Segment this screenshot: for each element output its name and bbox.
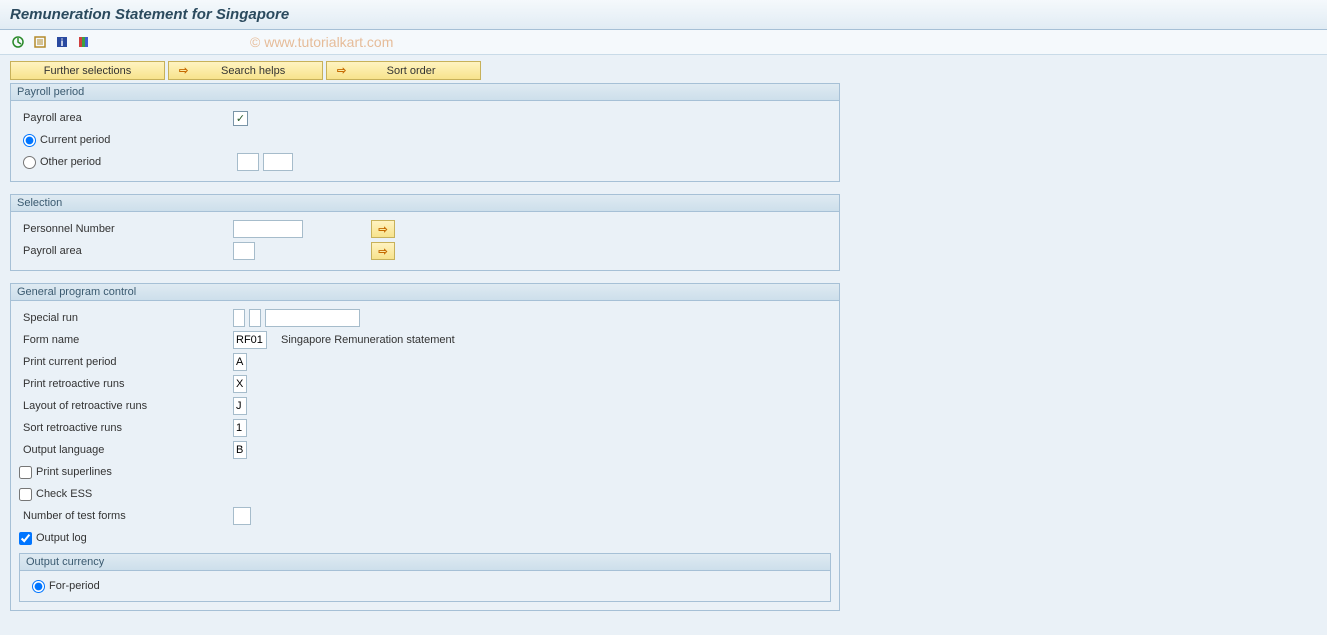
personnel-number-input[interactable] <box>233 220 303 238</box>
sort-retro-label: Sort retroactive runs <box>19 422 229 434</box>
num-test-forms-input[interactable] <box>233 507 251 525</box>
other-period-radio[interactable] <box>23 156 36 169</box>
further-selections-label: Further selections <box>21 65 154 77</box>
output-currency-group: Output currency For-period <box>19 553 831 602</box>
check-ess-label: Check ESS <box>36 488 92 500</box>
execute-icon[interactable] <box>10 34 26 50</box>
payroll-period-group: Payroll period Payroll area ✓ Current pe… <box>10 83 840 182</box>
general-control-header: General program control <box>11 284 839 301</box>
selection-payroll-area-input[interactable] <box>233 242 255 260</box>
selection-header: Selection <box>11 195 839 212</box>
color-icon[interactable] <box>76 34 92 50</box>
print-superlines-label: Print superlines <box>36 466 112 478</box>
personnel-number-multiselect-button[interactable]: ⇨ <box>371 220 395 238</box>
special-run-label: Special run <box>19 312 229 324</box>
info-icon[interactable]: i <box>54 34 70 50</box>
current-period-radio[interactable] <box>23 134 36 147</box>
arrow-right-icon: ⇨ <box>337 64 346 77</box>
print-retro-input[interactable] <box>233 375 247 393</box>
output-log-checkbox[interactable] <box>19 532 32 545</box>
watermark: © www.tutorialkart.com <box>250 34 393 50</box>
general-control-group: General program control Special run Form… <box>10 283 840 611</box>
current-period-label: Current period <box>40 134 110 146</box>
other-period-input1[interactable] <box>237 153 259 171</box>
num-test-forms-label: Number of test forms <box>19 510 229 522</box>
form-name-label: Form name <box>19 334 229 346</box>
layout-retro-input[interactable] <box>233 397 247 415</box>
selection-payroll-area-label: Payroll area <box>19 245 229 257</box>
print-current-label: Print current period <box>19 356 229 368</box>
check-ess-checkbox[interactable] <box>19 488 32 501</box>
print-current-input[interactable] <box>233 353 247 371</box>
special-run-input2[interactable] <box>249 309 261 327</box>
page-title: Remuneration Statement for Singapore <box>10 6 1317 23</box>
sort-retro-input[interactable] <box>233 419 247 437</box>
app-toolbar: i © www.tutorialkart.com <box>0 30 1327 55</box>
personnel-number-label: Personnel Number <box>19 223 229 235</box>
output-currency-header: Output currency <box>20 554 830 571</box>
layout-retro-label: Layout of retroactive runs <box>19 400 229 412</box>
payroll-period-header: Payroll period <box>11 84 839 101</box>
main-area: Further selections ⇨ Search helps ⇨ Sort… <box>0 55 1327 635</box>
form-name-description: Singapore Remuneration statement <box>281 334 455 346</box>
payroll-area-checkbox[interactable]: ✓ <box>233 111 248 126</box>
variant-icon[interactable] <box>32 34 48 50</box>
selection-buttons-row: Further selections ⇨ Search helps ⇨ Sort… <box>10 61 1317 80</box>
selection-group: Selection Personnel Number ⇨ Payroll are… <box>10 194 840 271</box>
sort-order-button[interactable]: ⇨ Sort order <box>326 61 481 80</box>
special-run-input3[interactable] <box>265 309 360 327</box>
search-helps-label: Search helps <box>194 65 312 77</box>
search-helps-button[interactable]: ⇨ Search helps <box>168 61 323 80</box>
print-retro-label: Print retroactive runs <box>19 378 229 390</box>
for-period-label: For-period <box>49 580 100 592</box>
other-period-label: Other period <box>40 156 101 168</box>
sort-order-label: Sort order <box>352 65 470 77</box>
for-period-radio[interactable] <box>32 580 45 593</box>
print-superlines-checkbox[interactable] <box>19 466 32 479</box>
output-lang-input[interactable] <box>233 441 247 459</box>
further-selections-button[interactable]: Further selections <box>10 61 165 80</box>
svg-text:i: i <box>61 38 64 49</box>
other-period-input2[interactable] <box>263 153 293 171</box>
title-bar: Remuneration Statement for Singapore <box>0 0 1327 30</box>
form-name-input[interactable] <box>233 331 267 349</box>
output-lang-label: Output language <box>19 444 229 456</box>
payroll-area-label: Payroll area <box>19 112 229 124</box>
arrow-right-icon: ⇨ <box>179 64 188 77</box>
output-log-label: Output log <box>36 532 87 544</box>
special-run-input1[interactable] <box>233 309 245 327</box>
payroll-area-multiselect-button[interactable]: ⇨ <box>371 242 395 260</box>
